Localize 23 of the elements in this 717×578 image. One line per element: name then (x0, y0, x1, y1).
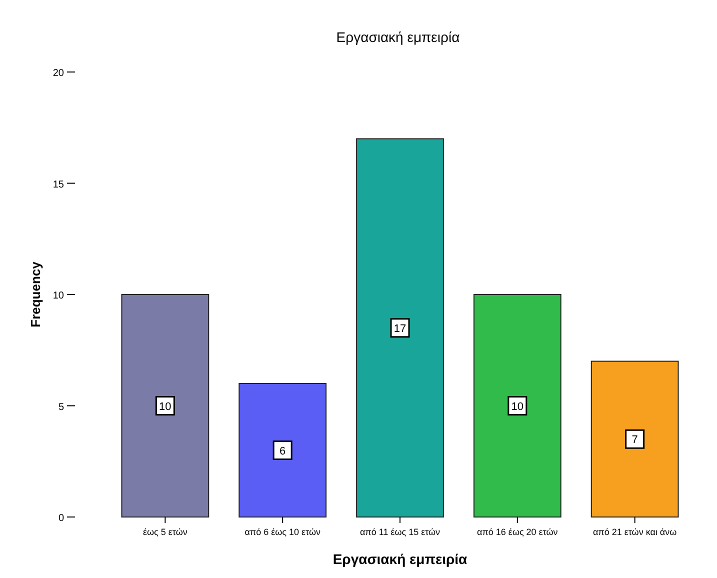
y-axis-title: Frequency (28, 260, 43, 328)
bar (473, 294, 562, 518)
data-label: 10 (511, 400, 524, 413)
x-tick-label: από 6 έως 10 ετών (244, 527, 321, 537)
y-tick-label: 5 (58, 402, 64, 413)
y-tick-label: 10 (52, 290, 64, 302)
y-tick-label: 20 (52, 68, 64, 79)
x-tick-label: έως 5 ετών (143, 527, 188, 537)
bar (238, 383, 327, 518)
bar (121, 294, 210, 518)
data-label: 6 (280, 445, 286, 458)
bar (590, 360, 679, 518)
x-tick-label: από 21 ετών και άνω (592, 527, 677, 537)
chart-title: Εργασιακή εμπειρία (336, 29, 460, 45)
data-label: 10 (159, 400, 172, 413)
data-label: 17 (394, 322, 406, 335)
x-tick-label: από 16 έως 20 ετών (477, 527, 558, 537)
y-tick-label: 15 (52, 179, 64, 190)
x-axis-title: Εργασιακή εμπειρία (332, 551, 468, 567)
y-tick-label: 0 (58, 513, 64, 524)
x-tick-label: από 11 έως 15 ετών (360, 527, 441, 537)
data-label: 7 (632, 434, 638, 446)
bar (356, 138, 444, 518)
